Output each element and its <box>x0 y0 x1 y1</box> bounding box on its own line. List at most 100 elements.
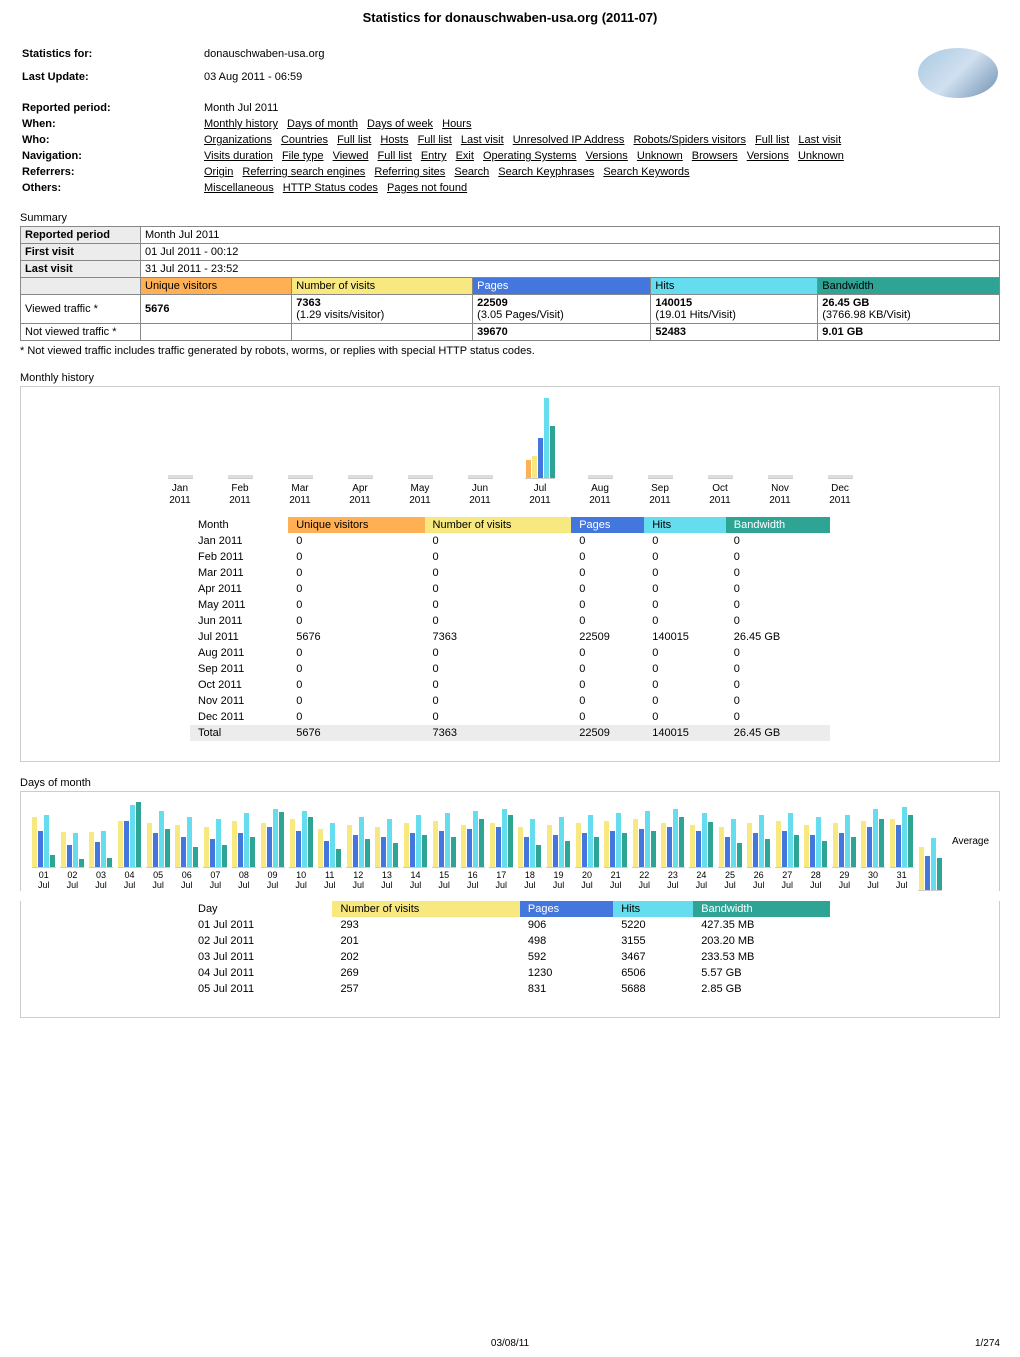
nav-link[interactable]: Pages not found <box>387 182 467 194</box>
nav-link[interactable]: Search <box>454 166 489 178</box>
cell: 0 <box>425 693 572 709</box>
nav-link[interactable]: Monthly history <box>204 118 278 130</box>
cell: 0 <box>425 661 572 677</box>
cell: 0 <box>571 581 644 597</box>
cell: 26.45 GB <box>726 629 830 645</box>
monthly-bar-chart: Jan2011Feb2011Mar2011Apr2011May2011Jun20… <box>21 397 999 507</box>
cell: 0 <box>288 709 424 725</box>
nav-link[interactable]: HTTP Status codes <box>283 182 378 194</box>
cell: Month Jul 2011 <box>141 227 1000 244</box>
nav-links: Organizations Countries Full list Hosts … <box>204 133 998 147</box>
hdr-val: donauschwaben-usa.org <box>204 47 906 68</box>
cell: 0 <box>288 677 424 693</box>
nav-links: Origin Referring search engines Referrin… <box>204 165 998 179</box>
cell: 0 <box>425 533 572 549</box>
nav-link[interactable]: File type <box>282 150 324 162</box>
cell: 0 <box>571 565 644 581</box>
col-bw: Bandwidth <box>818 278 1000 295</box>
nav-link[interactable]: Referring sites <box>374 166 445 178</box>
cell: 01 Jul 2011 - 00:12 <box>141 244 1000 261</box>
cell: 0 <box>644 613 726 629</box>
cell: 9.01 GB <box>818 324 1000 341</box>
nav-link[interactable]: Full list <box>755 134 789 146</box>
cell: 5676 <box>288 725 424 741</box>
hdr-val: 03 Aug 2011 - 06:59 <box>204 70 906 91</box>
hdr-val: Month Jul 2011 <box>204 101 998 115</box>
nav-link[interactable]: Browsers <box>692 150 738 162</box>
nav-link[interactable]: Days of month <box>287 118 358 130</box>
nav-link[interactable]: Full list <box>337 134 371 146</box>
monthly-chart-box: Jan2011Feb2011Mar2011Apr2011May2011Jun20… <box>20 386 1000 762</box>
cell: 0 <box>571 533 644 549</box>
nav-link[interactable]: Full list <box>378 150 412 162</box>
cell: 0 <box>425 677 572 693</box>
nav-link[interactable]: Last visit <box>461 134 504 146</box>
cell: 3467 <box>613 949 693 965</box>
nav-link[interactable]: Versions <box>747 150 789 162</box>
nav-link[interactable]: Entry <box>421 150 447 162</box>
cell: 26.45 GB(3766.98 KB/Visit) <box>818 295 1000 324</box>
cell: Feb 2011 <box>190 549 288 565</box>
nav-link[interactable]: Versions <box>586 150 628 162</box>
nav-link[interactable]: Viewed <box>333 150 369 162</box>
cell: 0 <box>644 549 726 565</box>
nav-link[interactable]: Miscellaneous <box>204 182 274 194</box>
nav-link[interactable]: Unknown <box>798 150 844 162</box>
nav-link[interactable]: Unknown <box>637 150 683 162</box>
cell: Mar 2011 <box>190 565 288 581</box>
cell: 293 <box>332 917 519 933</box>
cell: 0 <box>425 709 572 725</box>
nav-link[interactable]: Exit <box>456 150 474 162</box>
nav-link[interactable]: Operating Systems <box>483 150 577 162</box>
nav-link[interactable]: Referring search engines <box>242 166 365 178</box>
cell: 0 <box>726 613 830 629</box>
cell: 140015 <box>644 629 726 645</box>
cell: Last visit <box>21 261 141 278</box>
col-nv: Number of visits <box>292 278 473 295</box>
cell: 1230 <box>520 965 613 981</box>
cell: 7363 <box>425 725 572 741</box>
col-pg: Pages <box>473 278 651 295</box>
cell: 0 <box>644 533 726 549</box>
cell: 0 <box>425 565 572 581</box>
cell: 0 <box>726 693 830 709</box>
cell: 0 <box>425 597 572 613</box>
cell: 0 <box>288 549 424 565</box>
col-hi: Hits <box>613 901 693 917</box>
cell: 498 <box>520 933 613 949</box>
header-block: Statistics for: donauschwaben-usa.org La… <box>20 45 1000 197</box>
nav-link[interactable]: Origin <box>204 166 233 178</box>
cell: 140015 <box>644 725 726 741</box>
nav-link[interactable]: Search Keyphrases <box>498 166 594 178</box>
cell: 0 <box>571 597 644 613</box>
cell: 05 Jul 2011 <box>190 981 332 997</box>
nav-link[interactable]: Organizations <box>204 134 272 146</box>
cell <box>292 324 473 341</box>
nav-link[interactable]: Visits duration <box>204 150 273 162</box>
hdr-lbl: When: <box>22 117 202 131</box>
cell: 0 <box>288 661 424 677</box>
cell: 0 <box>644 661 726 677</box>
nav-link[interactable]: Hosts <box>380 134 408 146</box>
cell: 0 <box>288 693 424 709</box>
cell: 0 <box>571 645 644 661</box>
cell: Dec 2011 <box>190 709 288 725</box>
nav-link[interactable]: Days of week <box>367 118 433 130</box>
nav-link[interactable]: Hours <box>442 118 471 130</box>
cell: 0 <box>425 645 572 661</box>
cell: 0 <box>644 597 726 613</box>
cell: 0 <box>288 597 424 613</box>
cell: 6506 <box>613 965 693 981</box>
nav-link[interactable]: Countries <box>281 134 328 146</box>
monthly-data-table: Month Unique visitors Number of visits P… <box>190 517 830 741</box>
nav-link[interactable]: Unresolved IP Address <box>513 134 625 146</box>
nav-link[interactable]: Last visit <box>798 134 841 146</box>
nav-links: Visits duration File type Viewed Full li… <box>204 149 998 163</box>
cell: May 2011 <box>190 597 288 613</box>
col-uv: Unique visitors <box>288 517 424 533</box>
nav-link[interactable]: Search Keywords <box>603 166 689 178</box>
cell: 257 <box>332 981 519 997</box>
nav-link[interactable]: Full list <box>418 134 452 146</box>
row-label: Viewed traffic * <box>21 295 141 324</box>
nav-link[interactable]: Robots/Spiders visitors <box>633 134 746 146</box>
